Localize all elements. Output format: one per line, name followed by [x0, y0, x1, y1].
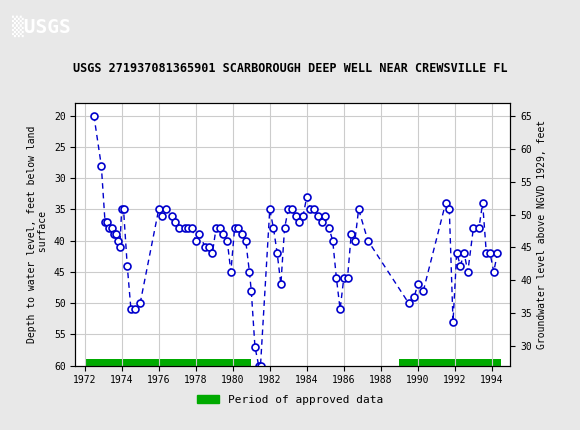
Y-axis label: Groundwater level above NGVD 1929, feet: Groundwater level above NGVD 1929, feet	[538, 120, 548, 349]
Y-axis label: Depth to water level, feet below land
 surface: Depth to water level, feet below land su…	[27, 126, 48, 343]
Text: USGS 271937081365901 SCARBOROUGH DEEP WELL NEAR CREWSVILLE FL: USGS 271937081365901 SCARBOROUGH DEEP WE…	[72, 62, 508, 75]
Text: ▒USGS: ▒USGS	[12, 15, 70, 37]
Legend: Period of approved data: Period of approved data	[193, 390, 387, 409]
